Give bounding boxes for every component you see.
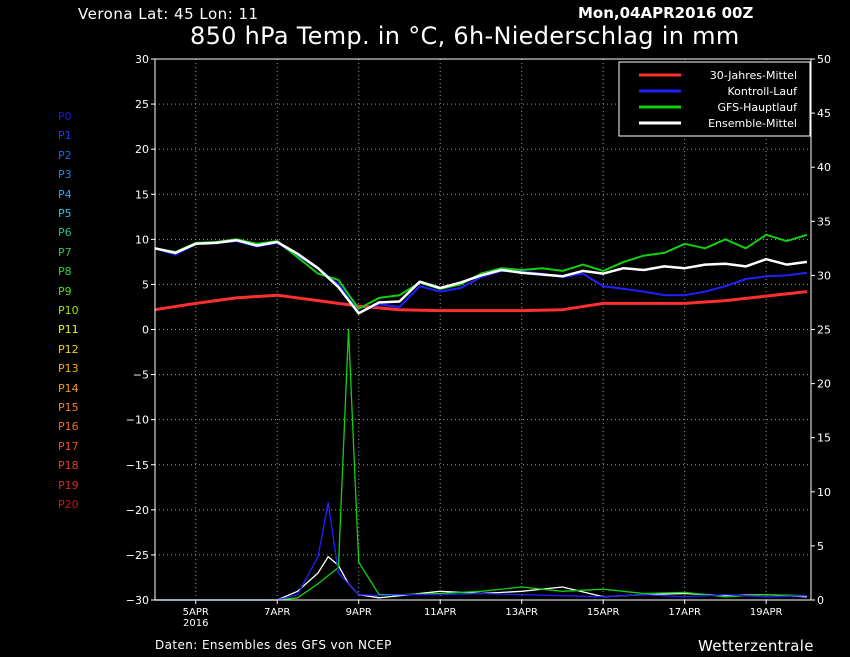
left-tick-label: −10 — [126, 414, 149, 427]
member-label-p15: P15 — [58, 401, 79, 414]
left-tick-label: 10 — [135, 233, 149, 246]
member-label-p3: P3 — [58, 168, 72, 182]
member-label-p19: P19 — [58, 478, 79, 492]
x-tick-label: 13APR — [505, 607, 538, 618]
brand-label: Wetterzentrale — [698, 637, 814, 655]
precip-line-kontroll-lauf — [155, 501, 807, 601]
member-label-p1: P1 — [58, 129, 72, 143]
legend: 30-Jahres-Mittel Kontroll-Lauf GFS-Hauptla… — [618, 61, 811, 137]
member-label-p8: P8 — [58, 265, 72, 279]
member-label-p13: P13 — [58, 362, 79, 376]
left-tick-label: −5 — [133, 369, 149, 382]
member-label-p11: P11 — [58, 323, 79, 337]
chart-title: 850 hPa Temp. in °C, 6h-Niederschlag in … — [190, 22, 740, 50]
precip-line-ensemble-mittel — [155, 556, 807, 601]
member-label-p0: P0 — [58, 110, 72, 123]
left-tick-label: 0 — [142, 324, 149, 337]
right-tick-label: 35 — [817, 215, 831, 228]
right-tick-label: 25 — [817, 324, 831, 337]
member-label-p5: P5 — [58, 207, 72, 220]
grid-lines — [155, 59, 811, 600]
member-label-p9: P9 — [58, 284, 72, 298]
x-tick-label: 7APR — [264, 607, 290, 618]
legend-label-kontroll-lauf: Kontroll-Lauf — [728, 85, 799, 98]
left-tick-label: −15 — [126, 459, 149, 472]
right-tick-label: 0 — [817, 594, 824, 607]
left-axis-ticks: 30 25 20 15 10 5 0 −5 −10 −15 −20 −25 −30 — [126, 53, 155, 607]
run-time-label: Mon,04APR2016 00Z — [578, 4, 754, 22]
member-label-p7: P7 — [58, 245, 72, 259]
x-tick-label: 19APR — [750, 607, 783, 618]
legend-label-ensemble-mittel: Ensemble-Mittel — [708, 117, 797, 130]
right-tick-label: 5 — [817, 540, 824, 553]
member-label-p6: P6 — [58, 226, 72, 240]
x-tick-label: 5APR — [183, 607, 209, 618]
member-label-p20: P20 — [58, 498, 79, 511]
legend-label-gfs-hauptlauf: GFS-Hauptlauf — [717, 101, 798, 114]
left-tick-label: −30 — [126, 594, 149, 607]
temperature-series — [154, 233, 808, 315]
data-source-label: Daten: Ensembles des GFS von NCEP — [155, 638, 392, 652]
member-label-p12: P12 — [58, 342, 79, 356]
left-tick-label: 20 — [135, 143, 149, 156]
temp-line-ensemble-mittel — [154, 238, 808, 315]
precipitation-series — [155, 328, 807, 601]
temp-line-gfs-hauptlauf — [154, 233, 808, 310]
location-label: Verona Lat: 45 Lon: 11 — [78, 5, 259, 23]
left-tick-label: 30 — [135, 53, 149, 66]
right-tick-label: 50 — [817, 53, 831, 66]
left-tick-label: −25 — [126, 549, 149, 562]
right-tick-label: 30 — [817, 269, 831, 282]
member-label-p4: P4 — [58, 187, 72, 201]
member-label-p10: P10 — [58, 304, 79, 317]
temp-line-30-jahres-mittel — [154, 290, 808, 313]
x-tick-label: 17APR — [668, 607, 701, 618]
right-tick-label: 20 — [817, 378, 831, 391]
member-label-p18: P18 — [58, 459, 79, 473]
member-label-p17: P17 — [58, 439, 79, 453]
member-label-p2: P2 — [58, 148, 72, 162]
x-tick-label: 15APR — [587, 607, 620, 618]
member-label-p16: P16 — [58, 420, 79, 434]
x-tick-label: 11APR — [424, 607, 457, 618]
legend-label-30-jahres-mittel: 30-Jahres-Mittel — [710, 69, 797, 82]
left-tick-label: −20 — [126, 504, 149, 517]
plot-frame — [154, 58, 812, 601]
x-tick-label: 9APR — [346, 607, 372, 618]
x-tick-year-label: 2016 — [183, 618, 208, 629]
left-tick-label: 25 — [135, 98, 149, 111]
right-tick-label: 40 — [817, 161, 831, 174]
left-tick-label: 5 — [142, 278, 149, 291]
right-tick-label: 45 — [817, 107, 831, 120]
right-tick-label: 15 — [817, 432, 831, 445]
precip-line-gfs-hauptlauf — [155, 328, 807, 601]
left-tick-label: 15 — [135, 188, 149, 201]
right-tick-label: 10 — [817, 486, 831, 499]
member-label-p14: P14 — [58, 381, 79, 395]
